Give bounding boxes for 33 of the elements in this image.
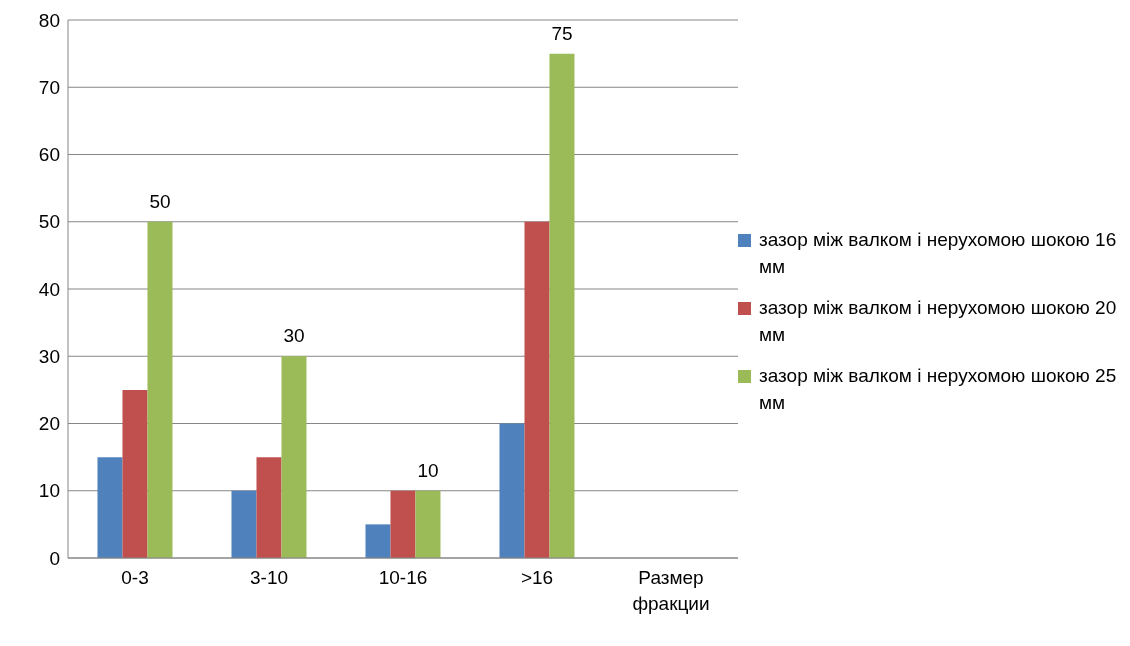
- y-tick-label: 40: [38, 278, 60, 300]
- bar: [365, 524, 391, 558]
- x-tick-label: >16: [520, 567, 554, 588]
- legend-label: зазор між валком і нерухомою шокою 16 мм: [759, 228, 1118, 279]
- bar: [549, 53, 575, 558]
- bar: [122, 389, 148, 558]
- data-label: 75: [551, 22, 573, 44]
- y-tick-label: 70: [38, 77, 60, 98]
- y-tick-label: 30: [38, 345, 60, 367]
- y-tick-label: 50: [38, 211, 60, 233]
- bar: [147, 221, 173, 558]
- bar: [390, 490, 416, 558]
- x-tick-label: Размер фракции: [632, 567, 710, 614]
- bar: [281, 356, 307, 558]
- data-label: 10: [417, 459, 439, 481]
- legend-label: зазор між валком і нерухомою шокою 20 мм: [759, 296, 1118, 347]
- legend-label: зазор між валком і нерухомою шокою 25 мм: [759, 364, 1118, 415]
- bar: [97, 457, 123, 558]
- bar: [231, 490, 257, 558]
- bar: [499, 423, 525, 558]
- y-tick-label: 0: [49, 547, 60, 569]
- bar: [524, 221, 550, 558]
- x-tick-label: 3-10: [249, 567, 289, 588]
- data-label: 30: [283, 325, 305, 347]
- x-tick-label: 10-16: [378, 567, 428, 588]
- y-tick-label: 10: [38, 480, 60, 502]
- y-tick-label: 60: [38, 144, 60, 166]
- x-tick-label: 0-3: [121, 567, 149, 588]
- bar: [415, 490, 441, 558]
- bar: [256, 457, 282, 558]
- y-tick-label: 80: [38, 9, 60, 31]
- y-tick-label: 20: [38, 413, 60, 435]
- data-label: 50: [149, 190, 171, 212]
